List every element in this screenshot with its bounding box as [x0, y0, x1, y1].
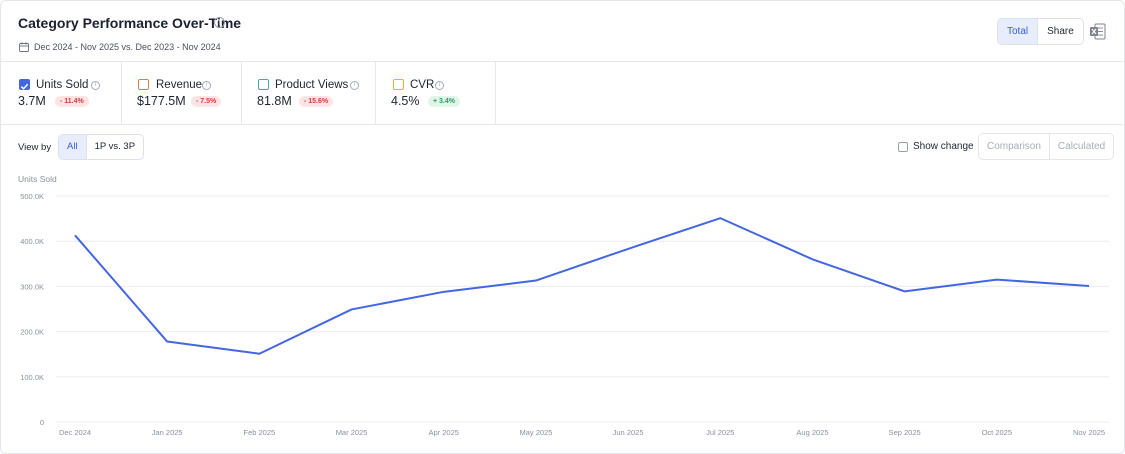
x-tick-label: Oct 2025 — [982, 428, 1012, 437]
data-point[interactable] — [1086, 283, 1092, 289]
comparison-button[interactable]: Comparison — [979, 134, 1050, 159]
x-tick-label: Dec 2024 — [59, 428, 91, 437]
x-tick-label: May 2025 — [519, 428, 552, 437]
data-point[interactable] — [625, 246, 631, 252]
data-point[interactable] — [994, 277, 1000, 283]
x-tick-label: Feb 2025 — [244, 428, 276, 437]
page-title: Category Performance Over-Time — [18, 15, 242, 31]
metric-cvr[interactable]: CVR i 4.5% + 3.4% — [376, 62, 496, 125]
data-point[interactable] — [72, 232, 78, 238]
change-badge: - 11.4% — [55, 96, 89, 107]
checkbox-icon[interactable] — [258, 79, 269, 90]
metrics-row: Units Sold i 3.7M - 11.4% Revenue i $177… — [1, 62, 1124, 125]
metric-value: $177.5M — [137, 94, 186, 108]
x-tick-label: Sep 2025 — [889, 428, 921, 437]
data-point[interactable] — [902, 288, 908, 294]
y-tick-label: 200.0K — [20, 328, 44, 337]
data-point[interactable] — [349, 306, 355, 312]
date-range[interactable]: Dec 2024 - Nov 2025 vs. Dec 2023 - Nov 2… — [34, 42, 221, 52]
change-badge: - 15.6% — [299, 96, 334, 107]
info-icon[interactable]: i — [350, 81, 359, 90]
show-change-label: Show change — [913, 141, 974, 152]
y-tick-label: 0 — [40, 418, 44, 427]
share-button[interactable]: Share — [1038, 19, 1083, 44]
metric-label: Product Views — [275, 79, 349, 91]
metric-product-views[interactable]: Product Views i 81.8M - 15.6% — [242, 62, 376, 125]
show-change-toggle[interactable]: Show change — [898, 141, 974, 152]
x-tick-label: Apr 2025 — [429, 428, 459, 437]
x-tick-label: Nov 2025 — [1073, 428, 1105, 437]
line-chart: Units Sold 0 100.0K 200.0K 300.0K 400.0K 500.… — [18, 174, 1109, 437]
x-tick-label: Jan 2025 — [152, 428, 183, 437]
y-axis-label: Units Sold — [18, 174, 57, 184]
metric-value: 81.8M — [257, 94, 292, 108]
data-point[interactable] — [809, 256, 815, 262]
card-header: Category Performance Over-Time i Dec 202… — [1, 1, 1124, 62]
calendar-icon — [19, 42, 29, 52]
data-point[interactable] — [717, 215, 723, 221]
metric-label: Units Sold — [36, 79, 89, 91]
metric-revenue[interactable]: Revenue i $177.5M - 7.5% — [122, 62, 242, 125]
checkbox-icon[interactable] — [898, 141, 908, 152]
x-tick-label: Mar 2025 — [336, 428, 368, 437]
metric-value: 3.7M — [18, 94, 46, 108]
change-badge: + 3.4% — [428, 96, 460, 107]
total-share-toggle: Total Share — [997, 18, 1084, 45]
metric-label: CVR — [410, 79, 435, 91]
data-point[interactable] — [533, 278, 539, 284]
y-tick-label: 400.0K — [20, 237, 44, 246]
x-tick-label: Jun 2025 — [613, 428, 644, 437]
metric-units-sold[interactable]: Units Sold i 3.7M - 11.4% — [1, 62, 122, 125]
checkbox-icon[interactable] — [138, 79, 149, 90]
data-point[interactable] — [256, 351, 262, 357]
info-icon[interactable]: i — [202, 81, 211, 90]
y-tick-label: 500.0K — [20, 192, 44, 201]
x-tick-label: Jul 2025 — [706, 428, 734, 437]
change-badge: - 7.5% — [191, 96, 222, 107]
info-icon[interactable]: i — [435, 81, 444, 90]
x-tick-label: Aug 2025 — [796, 428, 828, 437]
view-by-all-button[interactable]: All — [59, 135, 87, 159]
info-icon[interactable]: i — [214, 17, 225, 28]
total-button[interactable]: Total — [998, 19, 1039, 44]
metric-value: 4.5% — [391, 94, 420, 108]
checkbox-icon[interactable] — [393, 79, 404, 90]
data-point[interactable] — [164, 339, 170, 345]
y-tick-label: 100.0K — [20, 373, 44, 382]
checkbox-checked-icon[interactable] — [19, 79, 30, 90]
excel-icon[interactable] — [1089, 23, 1106, 40]
data-point[interactable] — [441, 289, 447, 295]
calculated-button[interactable]: Calculated — [1057, 141, 1106, 152]
view-by-toggle: All 1P vs. 3P — [58, 134, 145, 160]
mode-toggle: Comparison Calculated — [978, 133, 1115, 160]
metric-label: Revenue — [156, 79, 203, 91]
info-icon[interactable]: i — [91, 81, 100, 90]
series-line-units-sold[interactable] — [74, 217, 1090, 355]
y-tick-label: 300.0K — [20, 282, 44, 291]
view-by-label: View by — [18, 142, 52, 153]
view-by-1p-3p-button[interactable]: 1P vs. 3P — [86, 135, 144, 159]
